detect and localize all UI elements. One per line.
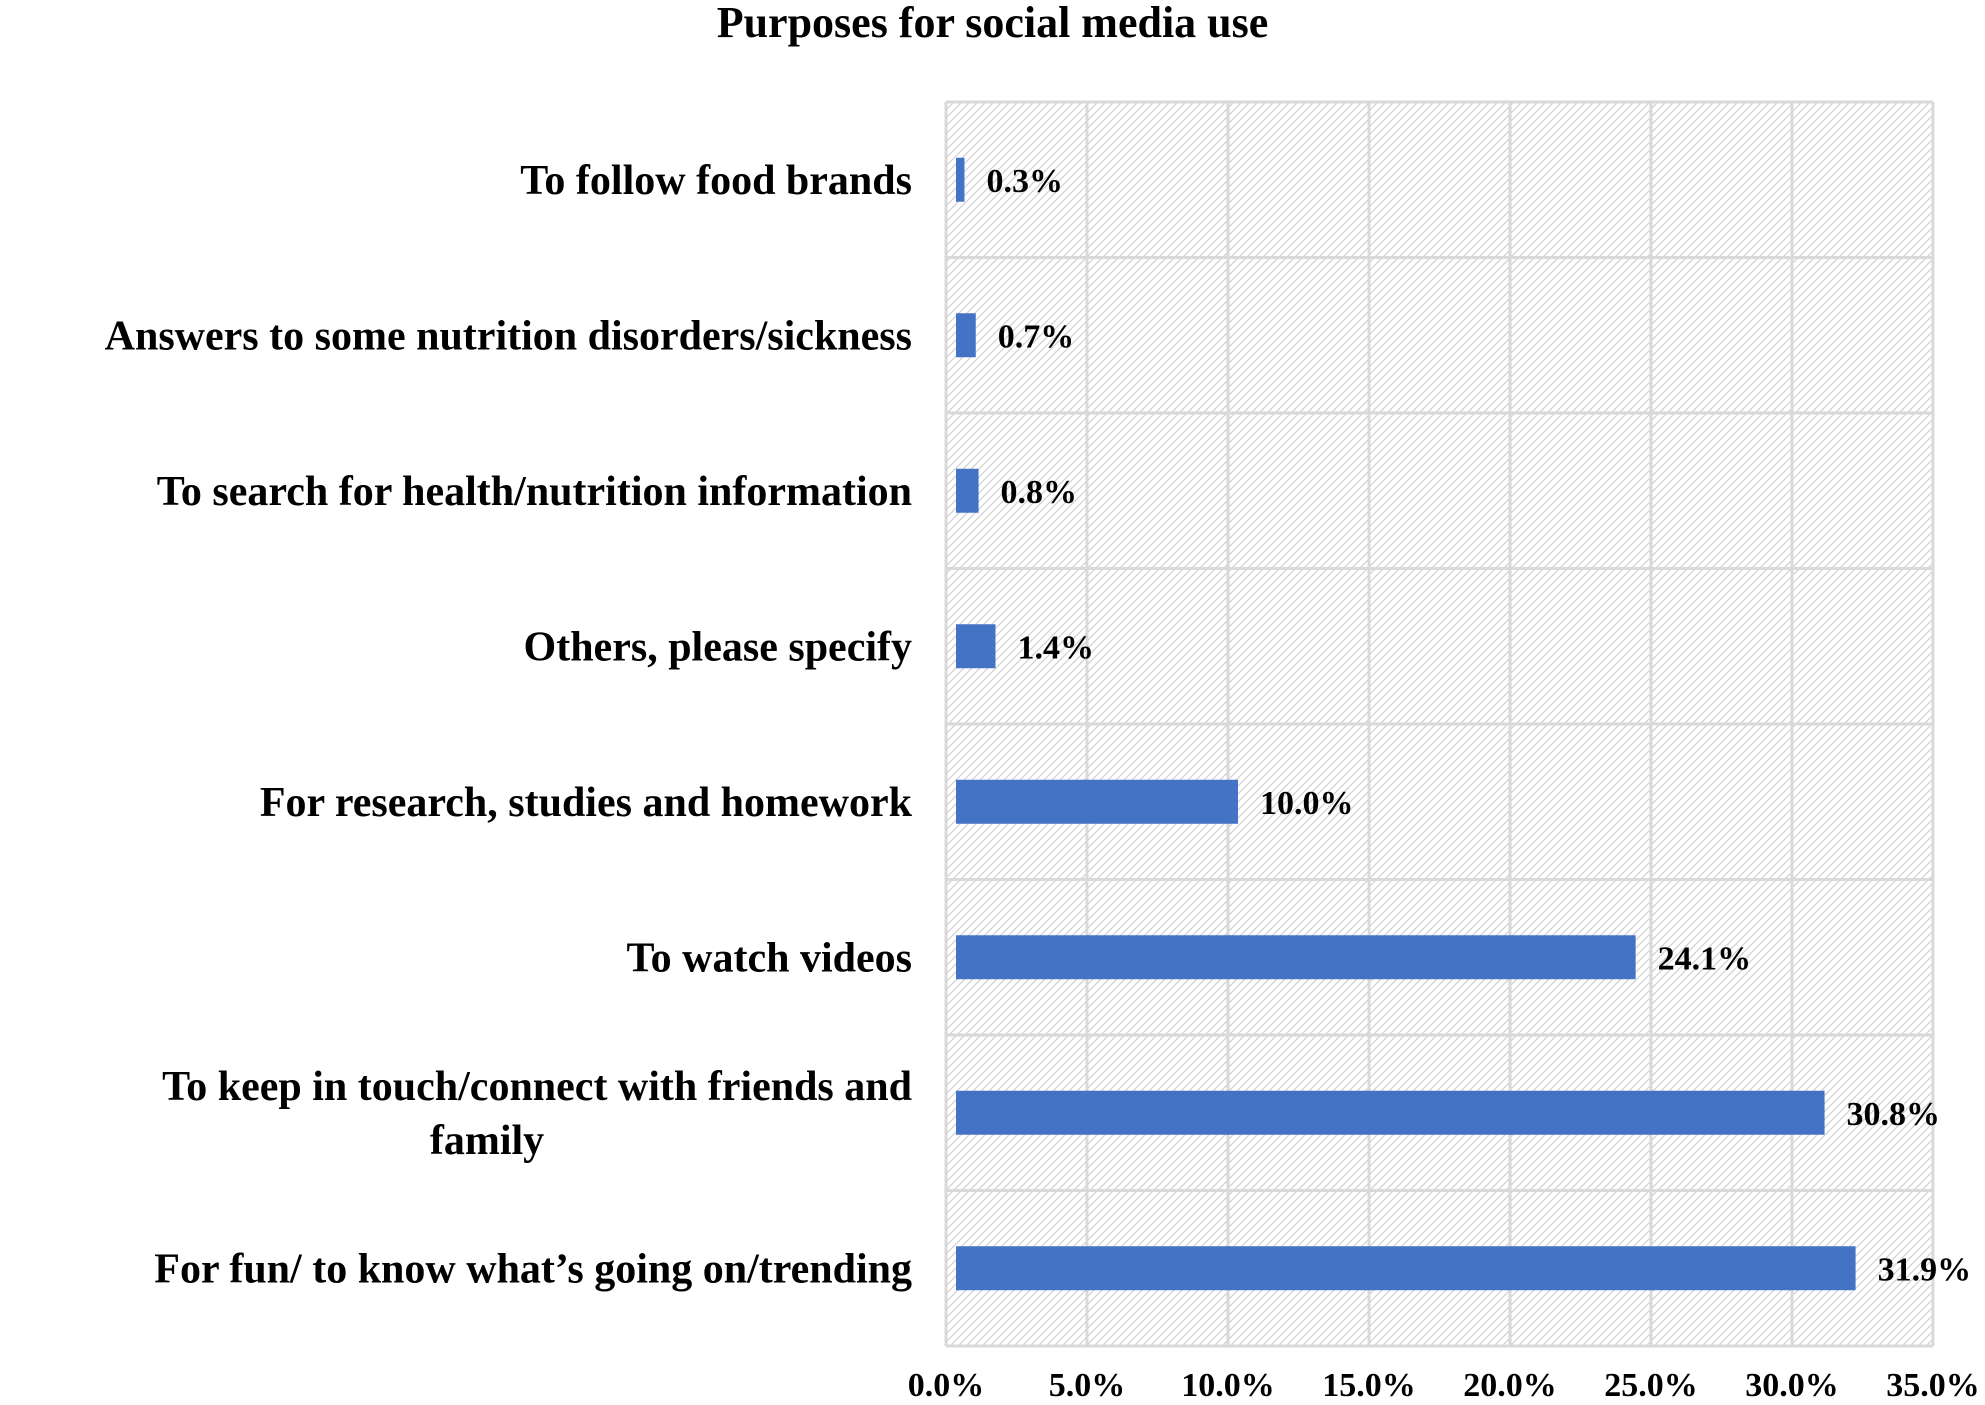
bar-value-label: 0.7% — [998, 318, 1075, 355]
category-label: To watch videos — [627, 935, 913, 981]
x-tick-label: 30.0% — [1745, 1367, 1839, 1404]
bar-value-label: 0.8% — [1001, 474, 1078, 511]
x-tick-label: 0.0% — [908, 1367, 985, 1404]
bar — [956, 157, 965, 202]
labels: 0.0% 5.0% 10.0% 15.0% 20.0% 25.0% 30.0% 35.0% 0.… — [105, 158, 1980, 1404]
x-tick-label: 10.0% — [1181, 1367, 1275, 1404]
bar — [956, 468, 979, 513]
bar-value-label: 30.8% — [1847, 1096, 1941, 1133]
x-tick-label: 20.0% — [1463, 1367, 1557, 1404]
bars — [956, 157, 1856, 1291]
bar — [956, 313, 976, 358]
bar-value-label: 0.3% — [986, 163, 1062, 200]
chart-title: Purposes for social media use — [716, 0, 1269, 47]
x-tick-label: 35.0% — [1886, 1367, 1980, 1404]
bar — [956, 1246, 1856, 1291]
bar — [956, 935, 1636, 980]
category-label: To follow food brands — [520, 158, 912, 204]
bar — [956, 779, 1238, 824]
gridlines — [944, 100, 1935, 1348]
category-label: Answers to some nutrition disorders/sick… — [105, 313, 912, 359]
category-label-line: family — [430, 1118, 544, 1164]
bar — [956, 624, 996, 669]
category-label: To keep in touch/connect with friends an… — [162, 1064, 912, 1164]
category-label-line: To keep in touch/connect with friends an… — [162, 1064, 912, 1110]
x-tick-label: 25.0% — [1604, 1367, 1698, 1404]
bar-value-label: 31.9% — [1878, 1251, 1972, 1288]
category-label: To search for health/nutrition informati… — [157, 469, 912, 515]
bar-value-label: 24.1% — [1658, 940, 1752, 977]
category-label: Others, please specify — [524, 624, 912, 670]
bar-value-label: 1.4% — [1017, 629, 1094, 666]
x-tick-label: 15.0% — [1322, 1367, 1416, 1404]
bar — [956, 1090, 1825, 1135]
x-tick-label: 5.0% — [1049, 1367, 1126, 1404]
category-label: For research, studies and homework — [260, 780, 913, 826]
category-label: For fun/ to know what’s going on/trendin… — [154, 1246, 912, 1292]
bar-value-label: 10.0% — [1260, 785, 1354, 822]
